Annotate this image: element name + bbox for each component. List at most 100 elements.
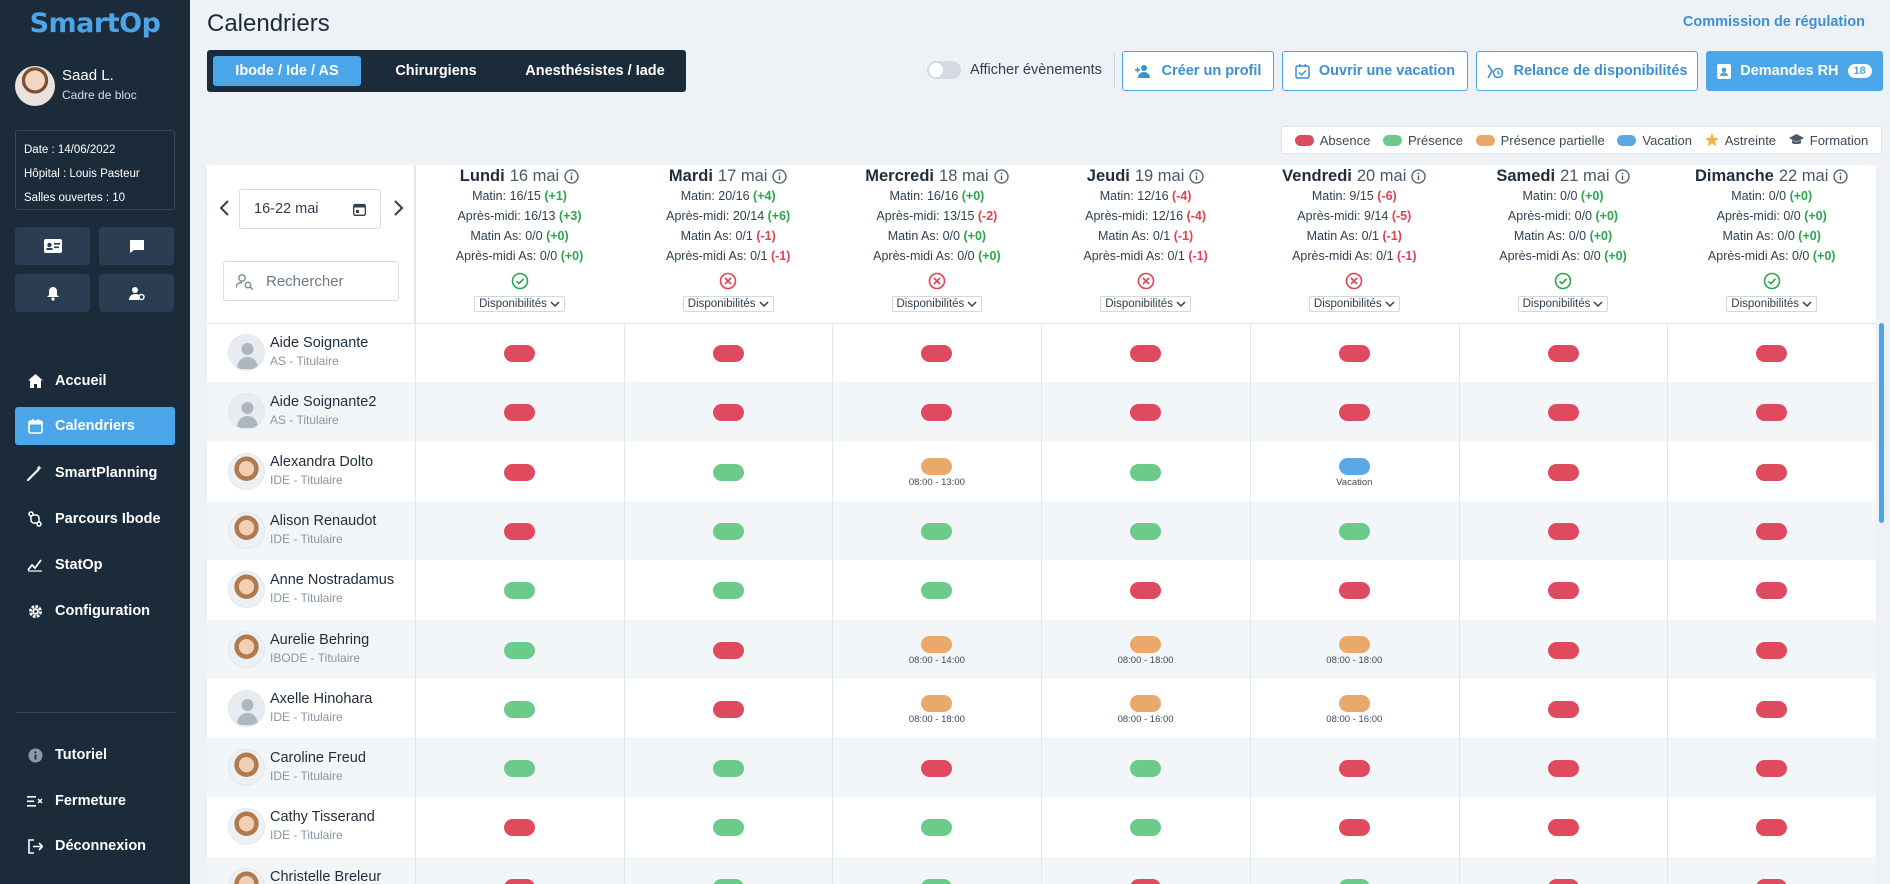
info-circle-icon[interactable]	[993, 169, 1009, 184]
day-cell[interactable]	[832, 857, 1041, 884]
status-pill[interactable]	[1547, 641, 1579, 659]
status-pill[interactable]	[921, 878, 953, 884]
chevron-left-icon[interactable]	[217, 199, 233, 217]
status-pill[interactable]	[712, 404, 744, 422]
status-pill[interactable]	[921, 819, 953, 837]
day-cell[interactable]: 08:00 - 18:00	[1041, 620, 1250, 679]
status-pill[interactable]	[1547, 700, 1579, 718]
status-pill[interactable]	[1130, 694, 1162, 712]
day-cell[interactable]: Vacation	[1250, 442, 1459, 501]
nav-accueil[interactable]: Accueil	[15, 362, 175, 400]
disponibilites-dropdown[interactable]: Disponibilités	[1726, 296, 1818, 312]
status-pill[interactable]	[1338, 635, 1370, 653]
day-cell[interactable]: 08:00 - 18:00	[1250, 620, 1459, 679]
person-avatar[interactable]	[228, 511, 265, 549]
day-cell[interactable]	[1667, 857, 1876, 884]
status-pill[interactable]	[1130, 878, 1162, 884]
person-name[interactable]: Aide Soignante2	[270, 394, 377, 411]
status-pill[interactable]	[1756, 463, 1788, 481]
day-cell[interactable]	[624, 857, 833, 884]
status-pill[interactable]	[712, 700, 744, 718]
day-cell[interactable]	[1667, 620, 1876, 679]
day-cell[interactable]	[832, 797, 1041, 856]
status-pill[interactable]	[921, 635, 953, 653]
day-cell[interactable]	[415, 501, 624, 560]
nav-fermeture[interactable]: Fermeture	[15, 782, 175, 820]
vertical-scrollbar[interactable]	[1879, 323, 1884, 523]
person-name[interactable]: Cathy Tisserand	[270, 809, 375, 826]
info-circle-icon[interactable]	[1189, 169, 1205, 184]
chevron-right-icon[interactable]	[390, 199, 406, 217]
day-cell[interactable]	[415, 323, 624, 382]
day-cell[interactable]	[415, 382, 624, 441]
info-circle-icon[interactable]	[1411, 169, 1427, 184]
person-name[interactable]: Aurelie Behring	[270, 631, 370, 648]
open-vacation-button[interactable]: Ouvrir une vacation	[1282, 51, 1468, 91]
day-cell[interactable]	[1667, 797, 1876, 856]
week-picker[interactable]: 16-22 mai	[239, 189, 381, 229]
status-pill[interactable]	[1756, 700, 1788, 718]
day-cell[interactable]	[624, 679, 833, 738]
day-cell[interactable]	[1459, 382, 1668, 441]
status-pill[interactable]	[1338, 582, 1370, 600]
status-pill[interactable]	[921, 582, 953, 600]
day-cell[interactable]	[1250, 382, 1459, 441]
disponibilites-dropdown[interactable]: Disponibilités	[1308, 296, 1400, 312]
nav-calendriers[interactable]: Calendriers	[15, 407, 175, 445]
day-cell[interactable]	[1459, 797, 1668, 856]
status-pill[interactable]	[504, 878, 535, 884]
day-cell[interactable]	[624, 560, 833, 619]
status-pill[interactable]	[1130, 819, 1162, 837]
status-pill[interactable]	[1756, 878, 1788, 884]
commission-link[interactable]: Commission de régulation	[1682, 14, 1865, 30]
status-pill[interactable]	[1130, 404, 1162, 422]
day-cell[interactable]	[832, 501, 1041, 560]
status-pill[interactable]	[921, 522, 953, 540]
person-name[interactable]: Christelle Breleur	[270, 868, 382, 884]
events-toggle[interactable]	[927, 61, 961, 79]
status-pill[interactable]	[1338, 345, 1370, 362]
day-cell[interactable]	[1041, 382, 1250, 441]
info-circle-icon[interactable]	[1833, 169, 1849, 184]
tab-anesthesistes[interactable]: Anesthésistes / Iade	[525, 63, 665, 79]
day-cell[interactable]: 08:00 - 18:00	[832, 679, 1041, 738]
status-pill[interactable]	[1547, 345, 1579, 362]
status-pill[interactable]	[1756, 582, 1788, 600]
messages-button[interactable]	[99, 227, 174, 265]
status-pill[interactable]	[504, 582, 535, 600]
person-name[interactable]: Anne Nostradamus	[270, 572, 395, 589]
status-pill[interactable]	[921, 694, 953, 712]
person-avatar[interactable]	[228, 630, 265, 668]
status-pill[interactable]	[504, 641, 535, 659]
person-avatar-placeholder[interactable]	[228, 689, 265, 727]
info-circle-icon[interactable]	[564, 169, 579, 184]
status-pill[interactable]	[712, 819, 744, 837]
day-cell[interactable]	[832, 738, 1041, 797]
status-pill[interactable]	[504, 760, 535, 778]
demandes-rh-button[interactable]: Demandes RH 18	[1706, 51, 1883, 91]
day-cell[interactable]	[1459, 738, 1668, 797]
create-profile-button[interactable]: Créer un profil	[1122, 51, 1274, 91]
status-pill[interactable]	[1338, 522, 1370, 540]
day-cell[interactable]	[1250, 797, 1459, 856]
day-cell[interactable]	[1459, 679, 1668, 738]
person-name[interactable]: Alexandra Dolto	[270, 453, 374, 470]
status-pill[interactable]	[1756, 404, 1788, 422]
status-pill[interactable]	[1338, 878, 1370, 884]
status-pill[interactable]	[1547, 522, 1579, 540]
day-cell[interactable]	[1041, 323, 1250, 382]
search-input[interactable]: Rechercher	[223, 261, 399, 301]
nav-statop[interactable]: StatOp	[15, 546, 175, 584]
day-cell[interactable]	[624, 442, 833, 501]
status-pill[interactable]	[1338, 694, 1370, 712]
disponibilites-dropdown[interactable]: Disponibilités	[1100, 296, 1191, 312]
relance-disponibilites-button[interactable]: Relance de disponibilités	[1476, 51, 1698, 91]
person-avatar[interactable]	[228, 452, 265, 490]
person-avatar-placeholder[interactable]	[228, 334, 265, 371]
day-cell[interactable]	[624, 382, 833, 441]
day-cell[interactable]	[1250, 738, 1459, 797]
status-pill[interactable]	[1756, 819, 1788, 837]
status-pill[interactable]	[1338, 819, 1370, 837]
day-cell[interactable]: 08:00 - 16:00	[1041, 679, 1250, 738]
nav-deconnexion[interactable]: Déconnexion	[15, 827, 175, 865]
